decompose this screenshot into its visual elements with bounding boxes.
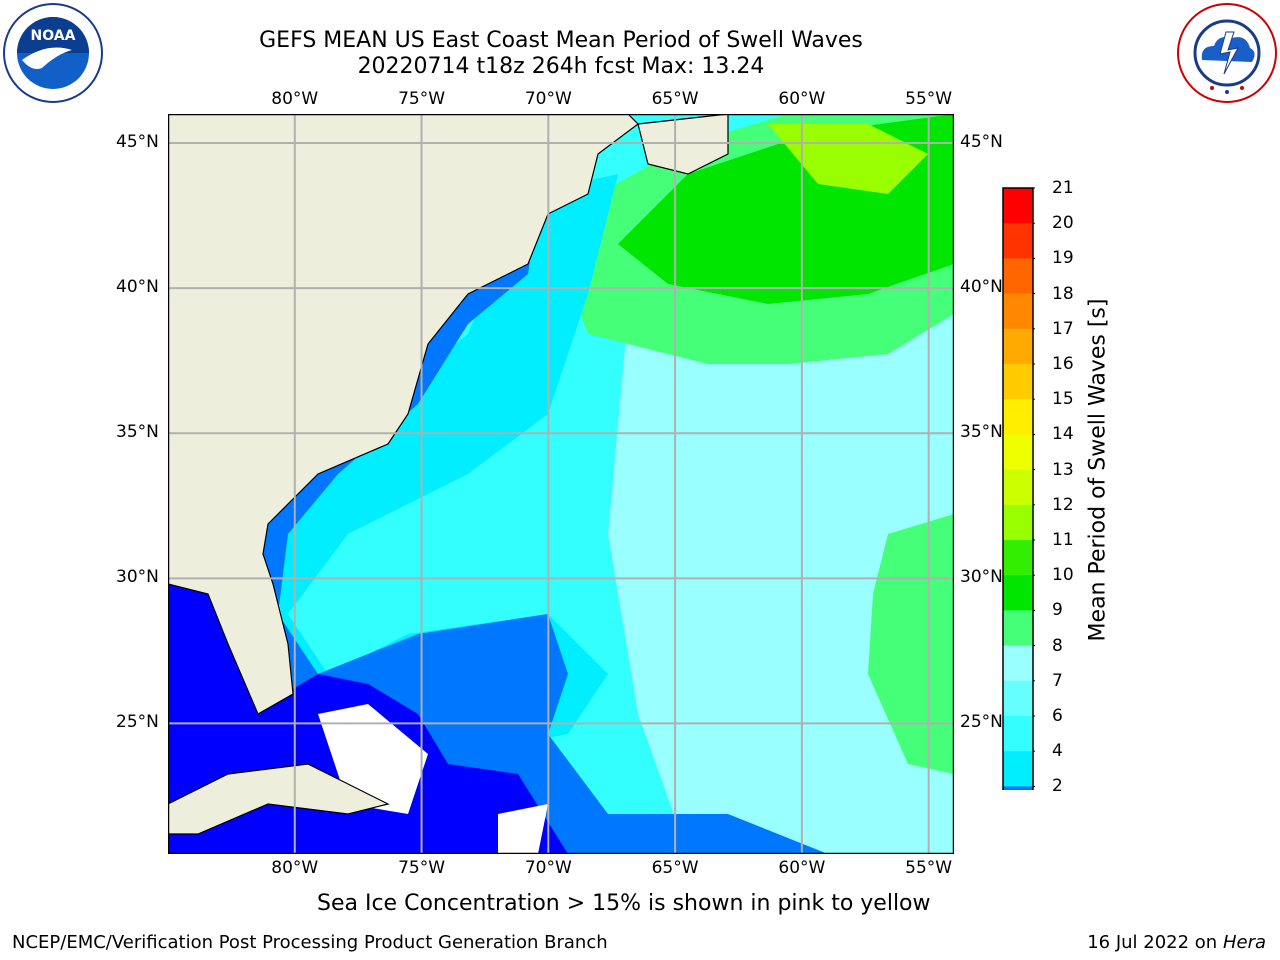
lon-label-bottom: 80°W <box>271 858 319 878</box>
colorbar-segment <box>1003 786 1033 790</box>
lat-label-left: 25°N <box>116 712 159 733</box>
lat-label-left: 45°N <box>116 132 159 153</box>
colorbar-tick-label: 19 <box>1052 248 1074 269</box>
lat-label-left: 35°N <box>116 422 159 443</box>
footer-left: NCEP/EMC/Verification Post Processing Pr… <box>12 932 608 953</box>
lon-label-bottom: 55°W <box>905 858 953 878</box>
noaa-logo: NOAA <box>3 3 103 103</box>
colorbar-label: Mean Period of Swell Waves [s] <box>1085 298 1111 642</box>
colorbar-tick-label: 4 <box>1052 741 1063 762</box>
colorbar-tick-label: 10 <box>1052 565 1074 586</box>
chart-title-line2: 20220714 t18z 264h fcst Max: 13.24 <box>357 54 765 79</box>
lat-label-right: 25°N <box>960 712 1003 733</box>
colorbar-tick-label: 9 <box>1052 600 1063 621</box>
colorbar-tick-label: 15 <box>1052 389 1074 410</box>
swell-region-yellowgreen <box>768 124 928 194</box>
colorbar-tick-label: 20 <box>1052 213 1074 234</box>
lon-label-bottom: 75°W <box>398 858 446 878</box>
footer-host: Hera <box>1222 932 1266 953</box>
colorbar-segment <box>1003 751 1033 787</box>
lat-label-left: 40°N <box>116 277 159 298</box>
colorbar-segment <box>1003 469 1033 506</box>
lon-label-top: 60°W <box>778 89 826 109</box>
colorbar-tick-label: 8 <box>1052 635 1063 656</box>
lat-label-right: 35°N <box>960 422 1003 443</box>
graticule <box>168 114 954 854</box>
lon-label-top: 80°W <box>271 89 319 109</box>
colorbar <box>1002 187 1035 790</box>
colorbar-segment <box>1003 540 1033 576</box>
nws-logo <box>1177 3 1277 103</box>
colorbar-segment <box>1003 188 1033 224</box>
sea-ice-note: Sea Ice Concentration > 15% is shown in … <box>317 891 931 916</box>
colorbar-segment <box>1003 434 1033 471</box>
colorbar-tick-label: 6 <box>1052 706 1063 726</box>
colorbar-segment <box>1003 504 1033 541</box>
map-border <box>168 114 954 854</box>
colorbar-tick-label: 17 <box>1052 318 1074 339</box>
map-panel <box>168 114 954 854</box>
lon-label-bottom: 60°W <box>778 858 826 878</box>
land-cuba <box>168 763 390 835</box>
footer-right: 16 Jul 2022 on Hera <box>1087 932 1266 953</box>
lon-label-bottom: 65°W <box>651 858 699 878</box>
colorbar-segment <box>1003 610 1033 647</box>
lat-label-right: 45°N <box>960 132 1003 153</box>
colorbar-segment <box>1003 223 1033 259</box>
colorbar-segment <box>1003 364 1033 400</box>
colorbar-segment <box>1003 399 1033 435</box>
footer-date: 16 Jul 2022 on <box>1087 932 1223 953</box>
colorbar-tick-label: 11 <box>1052 530 1074 550</box>
colorbar-segment <box>1003 258 1033 295</box>
colorbar-tick-label: 18 <box>1052 283 1074 304</box>
colorbar-tick-label: 2 <box>1052 776 1063 797</box>
colorbar-segment <box>1003 575 1033 611</box>
chart-title-line1: GEFS MEAN US East Coast Mean Period of S… <box>259 28 863 53</box>
colorbar-tick-label: 13 <box>1052 459 1074 480</box>
land-north-america <box>168 114 639 715</box>
lon-label-top: 75°W <box>398 89 446 109</box>
colorbar-segment <box>1003 716 1033 752</box>
lat-label-left: 30°N <box>116 567 159 588</box>
lon-label-top: 65°W <box>651 89 699 109</box>
noaa-logo-text: NOAA <box>31 28 76 44</box>
colorbar-segment <box>1003 328 1033 365</box>
colorbar-tick-label: 14 <box>1052 424 1074 445</box>
nodata-area-south <box>498 804 548 854</box>
colorbar-tick-label: 16 <box>1052 354 1074 374</box>
lat-label-right: 40°N <box>960 277 1003 298</box>
lon-label-top: 55°W <box>905 89 953 109</box>
colorbar-tick-label: 12 <box>1052 494 1074 515</box>
lon-label-top: 70°W <box>524 89 572 109</box>
lat-label-right: 30°N <box>960 567 1003 588</box>
lon-label-bottom: 70°W <box>524 858 572 878</box>
colorbar-tick-label: 7 <box>1052 670 1063 691</box>
colorbar-outline <box>1002 187 1034 790</box>
colorbar-segment <box>1003 645 1033 682</box>
colorbar-tick-label: 21 <box>1052 178 1074 198</box>
colorbar-segment <box>1003 293 1033 330</box>
colorbar-segment <box>1003 680 1033 717</box>
